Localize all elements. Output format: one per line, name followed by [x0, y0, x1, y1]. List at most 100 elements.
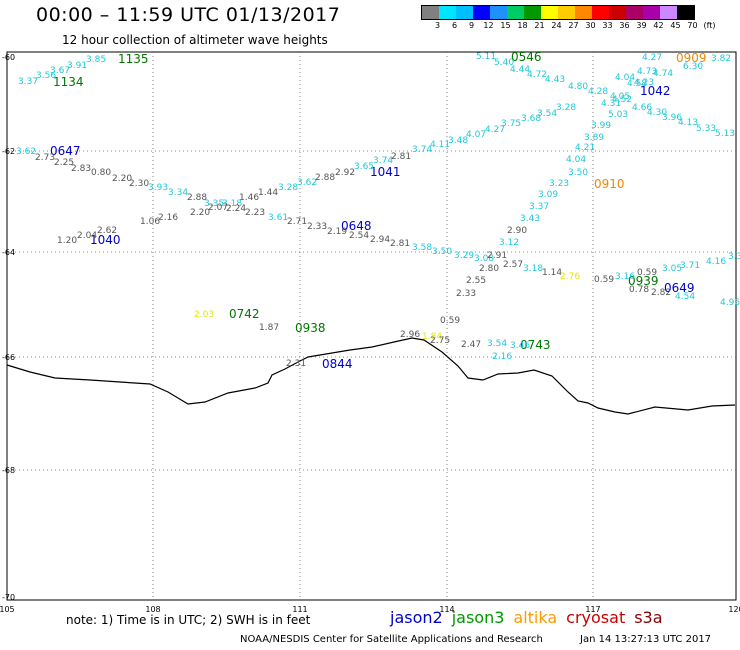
wave-height-value: 3.93: [148, 183, 168, 193]
wave-height-value: 3.99: [591, 121, 611, 131]
wave-height-value: 3.54: [487, 339, 507, 349]
wave-height-value: 4.13: [678, 118, 698, 128]
wave-height-value: 3.28: [556, 103, 576, 113]
wave-height-value: 3.28: [278, 183, 298, 193]
longitude-label: 105: [0, 605, 15, 614]
wave-height-value: 2.03: [194, 310, 214, 320]
wave-height-value: 2.83: [71, 164, 91, 174]
color-swatch: [541, 6, 558, 19]
wave-height-value: 5.13: [715, 129, 735, 139]
wave-height-value: 3.37: [18, 77, 38, 87]
wave-height-value: 4.66: [632, 103, 652, 113]
color-scale-label: 9: [468, 21, 475, 30]
wave-height-value: 3.56: [36, 71, 56, 81]
color-swatch: [609, 6, 626, 19]
pass-time-label: 0546: [511, 50, 542, 64]
wave-height-value: 3.43: [520, 214, 540, 224]
color-scale-label: 24: [551, 21, 562, 30]
wave-height-value: 3.12: [499, 238, 519, 248]
pass-time-label: 1040: [90, 233, 121, 247]
wave-height-value: 3.62: [16, 147, 36, 157]
wave-height-value: 3.58: [412, 243, 432, 253]
longitude-label: 120: [728, 605, 740, 614]
wave-height-value: 2.33: [456, 289, 476, 299]
generated-timestamp: Jan 14 13:27:13 UTC 2017: [580, 634, 712, 645]
pass-time-label: 0938: [295, 321, 326, 335]
wave-height-value: 4.11: [430, 140, 450, 150]
longitude-label: 114: [439, 605, 454, 614]
color-swatch: [575, 6, 592, 19]
color-scale-swatches: [421, 5, 695, 20]
map-subtitle: 12 hour collection of altimeter wave hei…: [62, 33, 328, 47]
wave-height-value: 4.28: [588, 87, 608, 97]
wave-height-value: 3.35: [204, 199, 224, 209]
wave-height-value: 3.05: [662, 264, 682, 274]
wave-height-value: 3.37: [529, 202, 549, 212]
color-swatch: [524, 6, 541, 19]
wave-height-value: 2.31: [286, 359, 306, 369]
wave-height-value: 3.74: [412, 145, 432, 155]
wave-height-value: 2.75: [430, 336, 450, 346]
wave-height-value: 2.23: [245, 208, 265, 218]
wave-height-value: 0.78: [629, 285, 649, 295]
longitude-label: 111: [292, 605, 307, 614]
pass-time-label: 0648: [341, 219, 372, 233]
pass-time-label: 0844: [322, 357, 353, 371]
color-scale-label: 70: [687, 21, 698, 30]
wave-height-value: 2.25: [54, 158, 74, 168]
wave-height-value: 2.96: [400, 330, 420, 340]
color-scale-label: 12: [483, 21, 494, 30]
color-swatch: [626, 6, 643, 19]
wave-height-value: 4.44: [510, 65, 530, 75]
units-note: note: 1) Time is in UTC; 2) SWH is in fe…: [66, 613, 311, 627]
pass-time-label: 0649: [664, 281, 695, 295]
wave-height-value: 5.03: [608, 110, 628, 120]
pass-time-label: 0647: [50, 144, 81, 158]
wave-height-value: 2.16: [492, 352, 512, 362]
wave-height-value: 1.14: [542, 268, 562, 278]
wave-height-value: 4.96: [720, 298, 740, 308]
wave-height-value: 3.18: [222, 199, 242, 209]
wave-height-value: 5.40: [494, 58, 514, 68]
color-scale-label: 30: [585, 21, 596, 30]
color-swatch: [490, 6, 507, 19]
wave-height-value: 2.81: [391, 152, 411, 162]
wave-height-value: 3.75: [501, 119, 521, 129]
longitude-label: 108: [145, 605, 160, 614]
pass-time-label: 0743: [520, 338, 551, 352]
wave-height-value: 2.71: [287, 217, 307, 227]
wave-height-value: 0.59: [440, 316, 460, 326]
color-scale-label: 42: [653, 21, 664, 30]
wave-height-value: 2.04: [77, 231, 97, 241]
color-swatch: [422, 6, 439, 19]
wave-height-value: 4.54: [675, 292, 695, 302]
wave-height-value: 1.06: [140, 217, 160, 227]
wave-height-value: 2.88: [187, 193, 207, 203]
color-swatch: [660, 6, 677, 19]
color-swatch: [643, 6, 660, 19]
legend-item-jason2: jason2: [390, 608, 443, 627]
pass-time-label: 0910: [594, 177, 625, 191]
wave-height-value: 1.84: [422, 332, 442, 342]
color-scale-label: 36: [619, 21, 630, 30]
wave-height-value: 3.74: [373, 156, 393, 166]
wave-height-value: 3.29: [454, 251, 474, 261]
pass-time-label: 1135: [118, 52, 149, 66]
wave-height-value: 6.30: [683, 62, 703, 72]
longitude-label: 117: [585, 605, 600, 614]
wave-height-value: 2.62: [97, 226, 117, 236]
wave-height-value: 5.33: [696, 124, 716, 134]
wave-height-value: 2.94: [370, 235, 390, 245]
wave-height-value: 3.65: [354, 162, 374, 172]
wave-height-value: 1.20: [57, 236, 77, 246]
wave-height-value: 2.55: [466, 276, 486, 286]
color-scale-labels: 3 6 9 12 15 18 21 24 27 30 33 36 39 42 45 70 (ft): [421, 20, 716, 32]
pass-time-label: 1042: [640, 84, 671, 98]
color-swatch: [473, 6, 490, 19]
wave-height-value: 3.23: [549, 179, 569, 189]
wave-height-value: 3.16: [615, 272, 635, 282]
wave-height-color-scale: 3 6 9 12 15 18 21 24 27 30 33 36 39 42 45 70 (ft): [421, 5, 716, 32]
wave-height-value: 4.73: [637, 67, 657, 77]
latitude-label: -60: [2, 53, 15, 62]
wave-height-value: 3.85: [86, 55, 106, 65]
